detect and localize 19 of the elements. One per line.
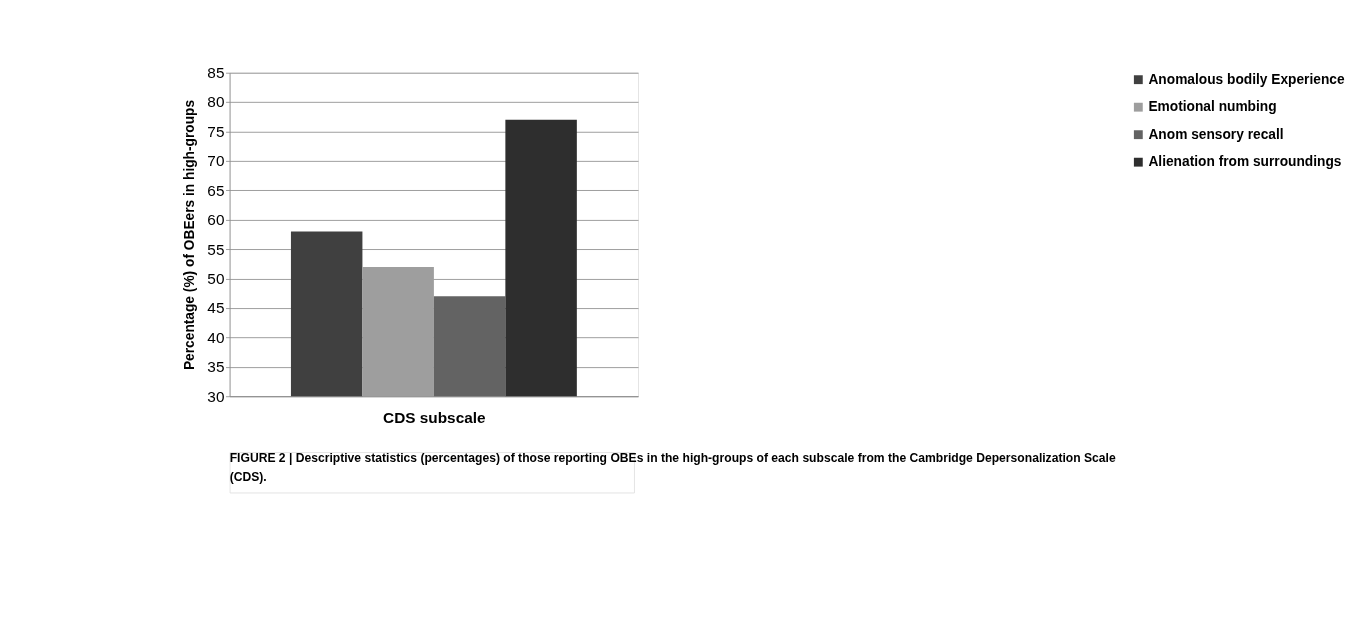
y-tick-label: 70 bbox=[207, 152, 225, 170]
y-axis-title: Percentage (%) of OBEers in high-groups bbox=[182, 99, 198, 371]
y-tick-label: 50 bbox=[207, 269, 225, 287]
y-tick-label: 55 bbox=[207, 240, 225, 258]
y-tick-label: 30 bbox=[207, 387, 225, 405]
y-tick-label: 40 bbox=[207, 328, 225, 346]
y-tick-label: 45 bbox=[207, 299, 225, 317]
legend-label: Alienation from surroundings bbox=[1148, 154, 1342, 170]
y-tick-label: 35 bbox=[207, 358, 225, 376]
y-tick-label: 75 bbox=[207, 122, 225, 140]
legend-label: Anom sensory recall bbox=[1148, 126, 1284, 142]
y-tick-label: 80 bbox=[207, 93, 225, 111]
legend-label: Anomalous bodily Experience bbox=[1148, 71, 1345, 87]
legend-label: Emotional numbing bbox=[1148, 99, 1277, 115]
y-tick-label: 85 bbox=[207, 64, 225, 82]
y-tick-label: 60 bbox=[207, 211, 225, 229]
caption: FIGURE 2 | Descriptive statistics (percentages) of those reporting OBEs in the high-groups of each subscale from the Cambridge Depersonalization Scale (CDS). bbox=[229, 450, 1116, 485]
y-tick-label: 65 bbox=[207, 181, 225, 199]
x-axis-title: CDS subscale bbox=[383, 409, 486, 427]
